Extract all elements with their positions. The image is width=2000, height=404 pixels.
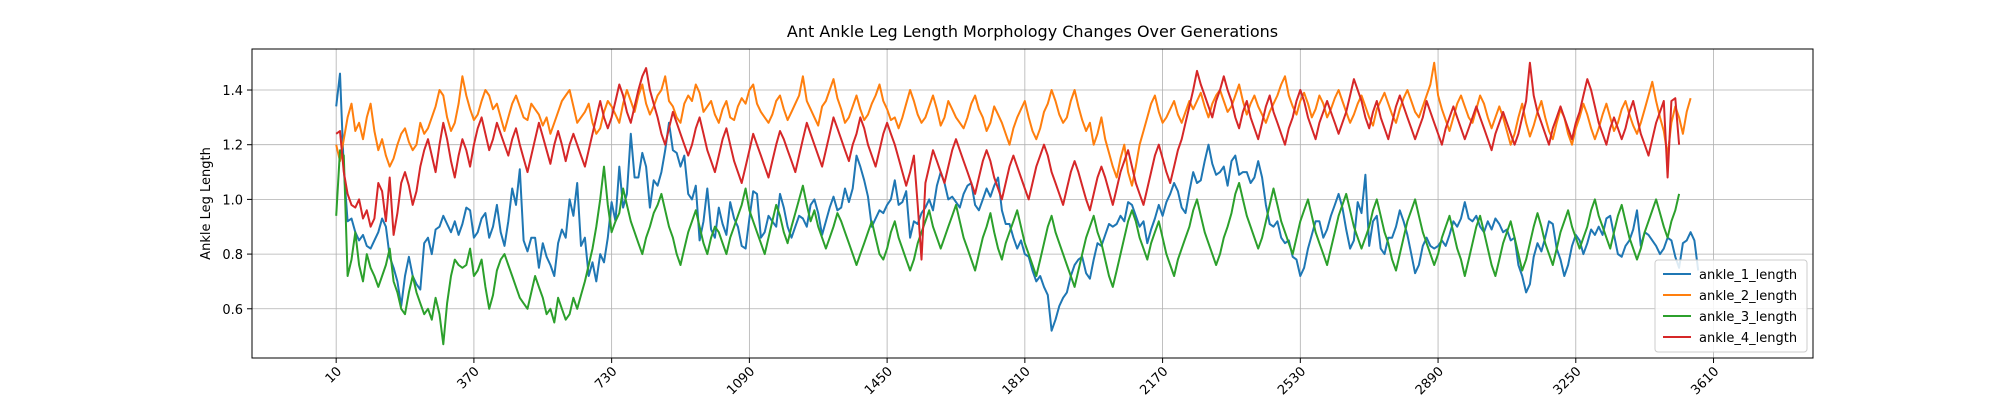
y-axis-title: Ankle Leg Length: [199, 147, 214, 260]
legend-label: ankle_2_length: [1699, 289, 1797, 304]
legend-label: ankle_4_length: [1699, 331, 1797, 346]
legend-label: ankle_3_length: [1699, 310, 1797, 325]
y-axis: 0.6 0.8 1.0 1.2 1.4: [222, 84, 252, 318]
plot-area-frame: [251, 48, 1814, 359]
series-line-ankle_2_length: [335, 61, 1692, 187]
series-line-ankle_1_length: [335, 72, 1700, 332]
series-line-ankle_3_length: [335, 149, 1681, 346]
legend: ankle_1_length ankle_2_length ankle_3_leng…: [1654, 259, 1808, 353]
chart-title: Ant Ankle Leg Length Morphology Changes …: [787, 22, 1278, 41]
y-tick-label: 1.2: [222, 139, 243, 154]
series-lines: [335, 61, 1700, 346]
y-tick-label: 0.6: [222, 303, 243, 318]
legend-label: ankle_1_length: [1699, 268, 1797, 283]
legend-box: [1654, 259, 1808, 353]
series-line-ankle_4_length: [335, 61, 1681, 261]
y-tick-label: 1.4: [222, 84, 243, 99]
y-tick-label: 0.8: [222, 248, 243, 263]
y-tick-label: 1.0: [222, 193, 243, 208]
